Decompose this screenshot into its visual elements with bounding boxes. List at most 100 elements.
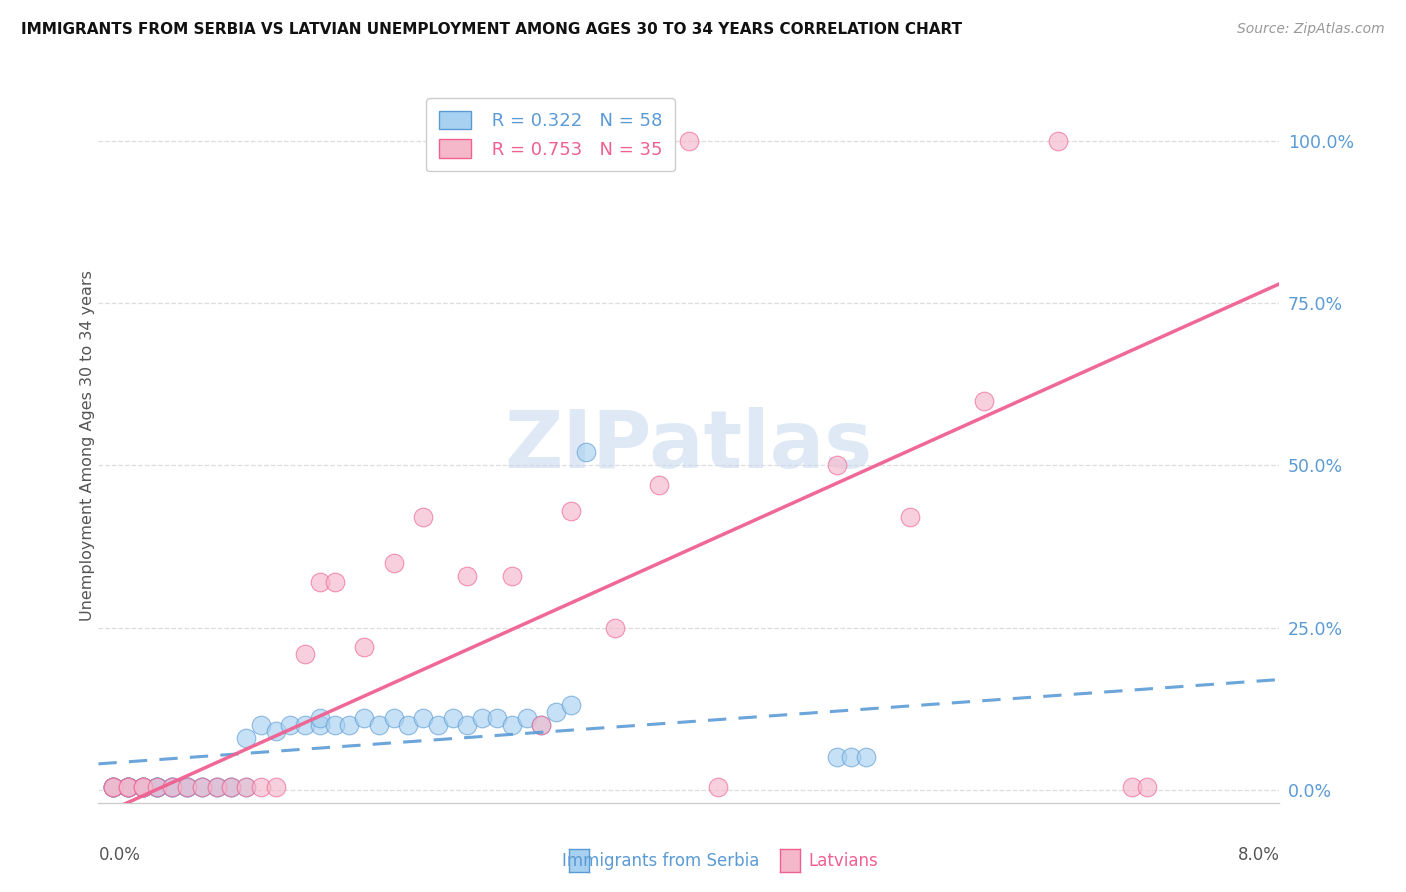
Point xyxy=(176,780,198,794)
Text: IMMIGRANTS FROM SERBIA VS LATVIAN UNEMPLOYMENT AMONG AGES 30 TO 34 YEARS CORRELA: IMMIGRANTS FROM SERBIA VS LATVIAN UNEMPL… xyxy=(21,22,962,37)
Y-axis label: Unemployment Among Ages 30 to 34 years: Unemployment Among Ages 30 to 34 years xyxy=(80,270,94,622)
Point xyxy=(117,780,139,794)
Point xyxy=(205,780,228,794)
Point xyxy=(294,718,316,732)
Point xyxy=(678,134,700,148)
Point xyxy=(560,504,582,518)
Point xyxy=(501,718,523,732)
Point xyxy=(117,780,139,794)
Point xyxy=(485,711,508,725)
Point xyxy=(235,780,257,794)
Point xyxy=(176,780,198,794)
Text: Immigrants from Serbia: Immigrants from Serbia xyxy=(562,852,759,870)
Point xyxy=(294,647,316,661)
Point xyxy=(973,393,995,408)
Point xyxy=(353,640,375,654)
Point xyxy=(560,698,582,713)
Point xyxy=(146,780,169,794)
Point xyxy=(235,731,257,745)
Point xyxy=(367,718,389,732)
Point xyxy=(176,780,198,794)
Point xyxy=(337,718,360,732)
Point xyxy=(219,780,242,794)
Legend:  R = 0.322   N = 58,  R = 0.753   N = 35: R = 0.322 N = 58, R = 0.753 N = 35 xyxy=(426,98,675,171)
Point xyxy=(546,705,568,719)
Point xyxy=(235,780,257,794)
Point xyxy=(1121,780,1143,794)
Text: 8.0%: 8.0% xyxy=(1237,846,1279,863)
Point xyxy=(162,780,183,794)
Point xyxy=(103,780,125,794)
Point xyxy=(323,575,346,590)
Point xyxy=(146,780,169,794)
Point xyxy=(132,780,155,794)
Point xyxy=(323,718,346,732)
Point xyxy=(103,780,125,794)
Point xyxy=(146,780,169,794)
Point xyxy=(250,780,273,794)
Point xyxy=(839,750,862,764)
Point xyxy=(855,750,877,764)
Point xyxy=(515,711,537,725)
Text: 0.0%: 0.0% xyxy=(98,846,141,863)
Point xyxy=(382,711,405,725)
Point xyxy=(103,780,125,794)
Point xyxy=(191,780,214,794)
Point xyxy=(308,718,332,732)
Text: Latvians: Latvians xyxy=(808,852,879,870)
Point xyxy=(117,780,139,794)
Point xyxy=(456,568,478,582)
Point xyxy=(353,711,375,725)
Point xyxy=(605,621,627,635)
Point xyxy=(117,780,139,794)
Point xyxy=(471,711,494,725)
Point xyxy=(162,780,183,794)
Point xyxy=(1135,780,1157,794)
Point xyxy=(1046,134,1069,148)
Point xyxy=(117,780,139,794)
Point xyxy=(530,718,553,732)
Text: ZIPatlas: ZIPatlas xyxy=(505,407,873,485)
Point xyxy=(191,780,214,794)
Point xyxy=(530,718,553,732)
Point xyxy=(117,780,139,794)
Point xyxy=(117,780,139,794)
Point xyxy=(308,711,332,725)
Point xyxy=(396,718,419,732)
Point xyxy=(205,780,228,794)
Point xyxy=(574,445,596,459)
Point xyxy=(176,780,198,794)
Point xyxy=(146,780,169,794)
Point xyxy=(146,780,169,794)
Point xyxy=(648,478,671,492)
Point xyxy=(707,780,730,794)
Point xyxy=(308,575,332,590)
Point xyxy=(132,780,155,794)
Point xyxy=(825,458,848,473)
Point xyxy=(501,568,523,582)
Point xyxy=(412,711,434,725)
Point xyxy=(103,780,125,794)
Point xyxy=(205,780,228,794)
Point xyxy=(426,718,449,732)
Point xyxy=(103,780,125,794)
Point xyxy=(132,780,155,794)
Point xyxy=(219,780,242,794)
Point xyxy=(382,556,405,570)
Point xyxy=(162,780,183,794)
Point xyxy=(900,510,922,524)
Point xyxy=(219,780,242,794)
Point xyxy=(132,780,155,794)
Point xyxy=(825,750,848,764)
Point xyxy=(132,780,155,794)
Point xyxy=(456,718,478,732)
Point xyxy=(250,718,273,732)
Point xyxy=(441,711,464,725)
Point xyxy=(278,718,302,732)
Point xyxy=(264,780,287,794)
Point xyxy=(132,780,155,794)
Text: Source: ZipAtlas.com: Source: ZipAtlas.com xyxy=(1237,22,1385,37)
Point xyxy=(412,510,434,524)
Point xyxy=(264,724,287,739)
Point xyxy=(103,780,125,794)
